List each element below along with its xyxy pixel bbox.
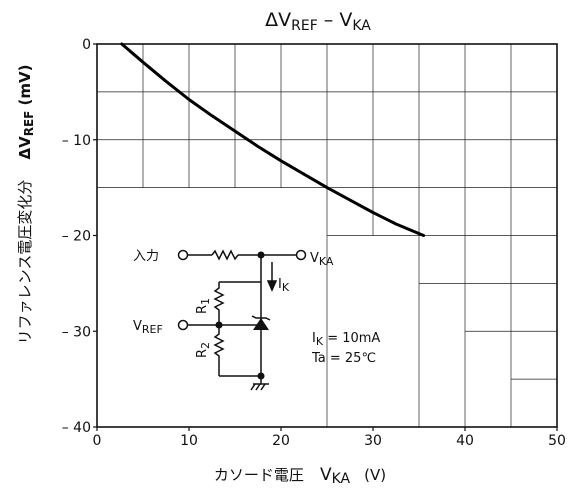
y-tick-label: – 10 (62, 133, 91, 149)
condition-ik: IK = 10mA (312, 331, 380, 348)
shunt-regulator (253, 318, 269, 330)
r1-label: R1 (195, 298, 212, 314)
svg-text:リファレンス電圧変化分: リファレンス電圧変化分 (16, 180, 34, 345)
ylabel-sym: ΔV (16, 136, 34, 160)
svg-text:R2: R2 (195, 342, 212, 358)
resistor-r2 (213, 325, 225, 376)
r2-label: R2 (195, 342, 212, 358)
input-terminal (177, 249, 189, 261)
x-tick-label: 0 (93, 433, 102, 449)
y-axis-label: リファレンス電圧変化分 (16, 180, 34, 345)
ylabel-sub: REF (22, 111, 36, 137)
ylabel-unit: (mV) (16, 64, 34, 105)
svg-text:ΔVREF (mV): ΔVREF (mV) (16, 64, 36, 159)
series (120, 42, 426, 237)
output-terminal (295, 249, 307, 261)
x-tick-label: 40 (456, 433, 474, 449)
y-tick-label: 0 (82, 37, 91, 53)
y-tick-label: – 20 (62, 229, 91, 245)
resistor-r1 (213, 282, 225, 322)
xlabel-sub: KA (332, 471, 351, 487)
vref-terminal (177, 319, 189, 331)
svg-text:R1: R1 (195, 298, 212, 314)
vref-label: VREF (133, 319, 163, 336)
series-line (120, 42, 426, 237)
y-tick-label: – 30 (62, 324, 91, 340)
xlabel-sym: V (320, 465, 332, 485)
y-axis-symbol: ΔVREF (mV) (16, 64, 36, 159)
series-resistor (211, 249, 239, 261)
current-label: IK (278, 277, 290, 294)
y-tick-label: – 40 (62, 420, 91, 436)
title-sub: REF (291, 18, 318, 34)
x-tick-label: 50 (548, 433, 566, 449)
ylabel-jp: リファレンス電圧変化分 (16, 180, 34, 345)
title-sub2: KA (352, 18, 371, 34)
condition-ta: Ta = 25℃ (311, 351, 376, 366)
xlabel-jp: カソード電圧 (214, 466, 304, 484)
chart-title: ΔVREF – VKA (265, 9, 371, 34)
xlabel-unit: (V) (364, 466, 386, 484)
input-label: 入力 (133, 249, 159, 264)
title-sep: – (318, 9, 340, 31)
x-axis-label: カソード電圧 VKA (V) (214, 465, 386, 487)
title-delta: Δ (265, 9, 278, 31)
x-tick-label: 20 (272, 433, 290, 449)
x-tick-label: 30 (364, 433, 382, 449)
tick-labels: 0 10 20 30 40 50 0 – 10 – 20 – 30 – 40 (62, 37, 566, 449)
current-arrow-head (266, 280, 278, 292)
title-v2: V (339, 9, 352, 31)
title-v: V (278, 9, 291, 31)
x-tick-label: 10 (180, 433, 198, 449)
ground-hatch-3 (260, 383, 266, 391)
output-label: VKA (310, 251, 334, 268)
grid (96, 43, 558, 428)
test-circuit (177, 249, 307, 391)
ground-hatch-1 (250, 383, 256, 391)
ground-hatch-2 (255, 383, 261, 391)
shunt-cathode-bar (251, 315, 271, 321)
